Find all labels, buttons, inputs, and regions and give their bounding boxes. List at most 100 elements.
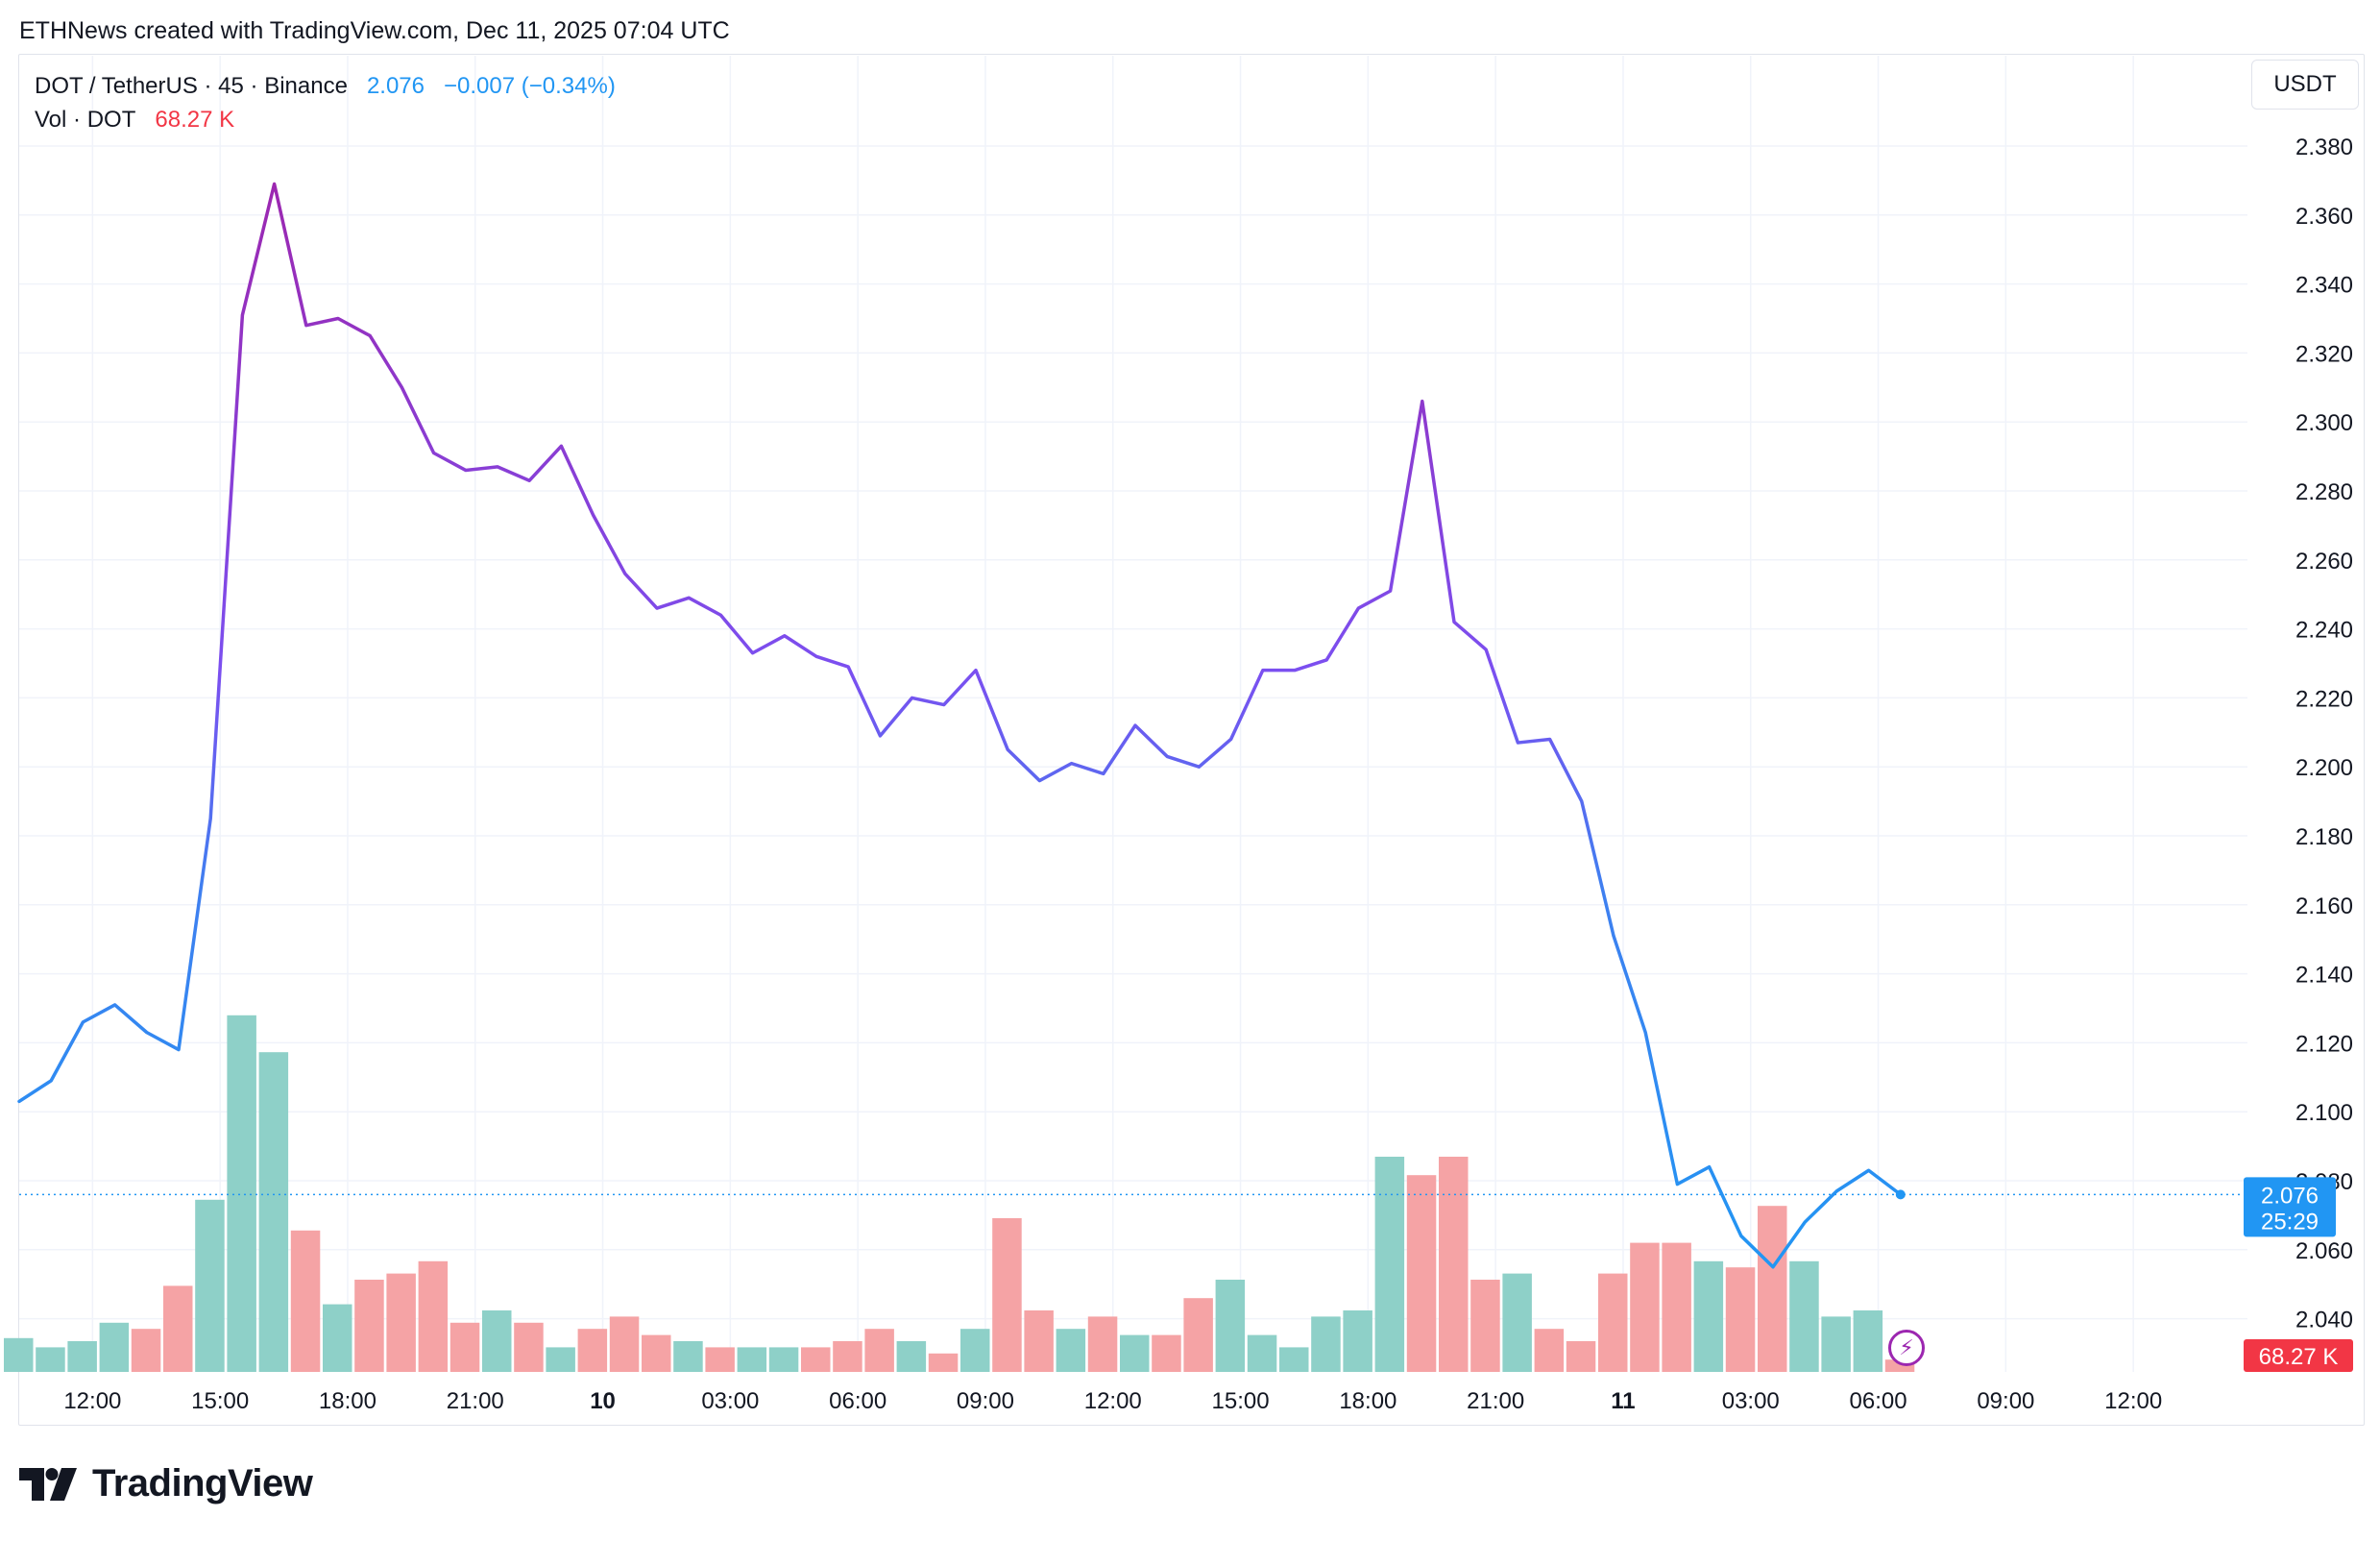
- volume-bar: [4, 1337, 34, 1372]
- volume-bar: [1725, 1267, 1756, 1372]
- volume-bar: [896, 1341, 927, 1372]
- last-price-dot: [1895, 1189, 1906, 1200]
- y-tick-label: 2.300: [2295, 410, 2353, 436]
- volume-bar: [290, 1230, 321, 1372]
- x-tick-label: 06:00: [1850, 1388, 1907, 1414]
- x-tick-label: 18:00: [1339, 1388, 1396, 1414]
- volume-bars: [4, 1015, 1915, 1372]
- volume-bar: [1183, 1298, 1213, 1372]
- volume-bar: [1566, 1341, 1596, 1372]
- volume-bar: [1087, 1316, 1118, 1372]
- y-tick-label: 2.060: [2295, 1238, 2353, 1264]
- x-tick-label: 12:00: [2104, 1388, 2162, 1414]
- tradingview-wordmark: TradingView: [92, 1462, 313, 1504]
- volume-bar: [1853, 1310, 1883, 1372]
- y-tick-label: 2.140: [2295, 963, 2353, 989]
- volume-bar: [227, 1015, 256, 1372]
- volume-bar: [1024, 1310, 1054, 1372]
- volume-bar: [673, 1341, 703, 1372]
- volume-bar: [1758, 1206, 1787, 1372]
- volume-bar: [642, 1334, 671, 1372]
- chart-caption: ETHNews created with TradingView.com, De…: [19, 17, 730, 44]
- legend-volume-row[interactable]: Vol · DOT 68.27 K: [35, 107, 234, 134]
- x-tick-label: 21:00: [447, 1388, 504, 1414]
- y-tick-label: 2.200: [2295, 755, 2353, 781]
- volume-bar: [514, 1322, 544, 1372]
- volume-bar: [801, 1347, 831, 1372]
- volume-bar: [36, 1347, 65, 1372]
- x-tick-label: 10: [590, 1388, 616, 1414]
- price-series-line: [17, 182, 1903, 1269]
- y-tick-label: 2.360: [2295, 204, 2353, 230]
- y-tick-label: 2.320: [2295, 341, 2353, 367]
- volume-tag-value: 68.27 K: [2259, 1344, 2339, 1370]
- price-change: −0.007 (−0.34%): [444, 73, 616, 99]
- volume-bar: [577, 1329, 608, 1372]
- volume-bar: [609, 1316, 640, 1372]
- volume-bar: [1789, 1260, 1819, 1372]
- y-tick-label: 2.040: [2295, 1308, 2353, 1333]
- x-tick-label: 21:00: [1467, 1388, 1524, 1414]
- volume-bar: [99, 1322, 130, 1372]
- x-tick-label: 09:00: [957, 1388, 1014, 1414]
- lightning-icon[interactable]: ⚡: [1888, 1330, 1925, 1366]
- volume-bar: [1821, 1316, 1851, 1372]
- volume-value: 68.27 K: [155, 107, 235, 133]
- volume-bar: [258, 1052, 289, 1372]
- chart-frame: [18, 54, 2365, 1426]
- volume-bar: [1534, 1329, 1565, 1372]
- volume-bar: [131, 1329, 161, 1372]
- volume-bar: [1056, 1329, 1086, 1372]
- price-line: [17, 182, 1903, 1269]
- axes: 2.0402.0602.0802.1002.1202.1402.1602.180…: [63, 135, 2353, 1414]
- currency-unit-button[interactable]: USDT: [2251, 60, 2359, 110]
- x-tick-label: 09:00: [1977, 1388, 2034, 1414]
- volume-bar: [546, 1347, 575, 1372]
- volume-bar: [1502, 1273, 1532, 1372]
- volume-bar: [1693, 1260, 1724, 1372]
- y-tick-label: 2.280: [2295, 479, 2353, 505]
- x-tick-label: 15:00: [191, 1388, 249, 1414]
- volume-bar: [1311, 1316, 1341, 1372]
- y-tick-label: 2.340: [2295, 273, 2353, 299]
- volume-bar: [163, 1285, 193, 1372]
- y-tick-label: 2.380: [2295, 135, 2353, 160]
- volume-bar: [992, 1218, 1022, 1372]
- x-tick-label: 18:00: [319, 1388, 376, 1414]
- x-tick-label: 03:00: [1722, 1388, 1780, 1414]
- volume-bar: [833, 1341, 862, 1372]
- y-tick-label: 2.220: [2295, 686, 2353, 712]
- volume-bar: [1247, 1334, 1277, 1372]
- volume-bar: [1406, 1175, 1437, 1372]
- x-tick-label: 12:00: [63, 1388, 121, 1414]
- volume-bar: [354, 1280, 384, 1372]
- volume-tag: [2244, 1339, 2353, 1372]
- volume-bar: [1279, 1347, 1309, 1372]
- x-tick-label: 03:00: [701, 1388, 759, 1414]
- legend-symbol-row[interactable]: DOT / TetherUS · 45 · Binance 2.076 −0.0…: [35, 73, 616, 100]
- y-tick-label: 2.260: [2295, 549, 2353, 575]
- volume-bar: [928, 1353, 959, 1372]
- volume-bar: [1630, 1242, 1660, 1372]
- x-tick-label: 06:00: [829, 1388, 886, 1414]
- volume-bar: [1662, 1242, 1691, 1372]
- volume-bar: [67, 1341, 97, 1372]
- volume-bar: [449, 1322, 480, 1372]
- volume-bar: [1374, 1157, 1405, 1372]
- grid: [19, 56, 2247, 1372]
- volume-bar: [1120, 1334, 1150, 1372]
- volume-bar: [1215, 1280, 1246, 1372]
- volume-bar: [1598, 1273, 1628, 1372]
- x-tick-label: 12:00: [1084, 1388, 1142, 1414]
- volume-bar: [1343, 1310, 1372, 1372]
- x-tick-label: 15:00: [1212, 1388, 1270, 1414]
- volume-bar: [737, 1347, 767, 1372]
- volume-bar: [482, 1310, 512, 1372]
- tradingview-logo: TradingView: [19, 1462, 313, 1505]
- volume-bar: [386, 1273, 416, 1372]
- y-tick-label: 2.100: [2295, 1100, 2353, 1126]
- volume-bar: [418, 1260, 449, 1372]
- y-tick-label: 2.240: [2295, 618, 2353, 644]
